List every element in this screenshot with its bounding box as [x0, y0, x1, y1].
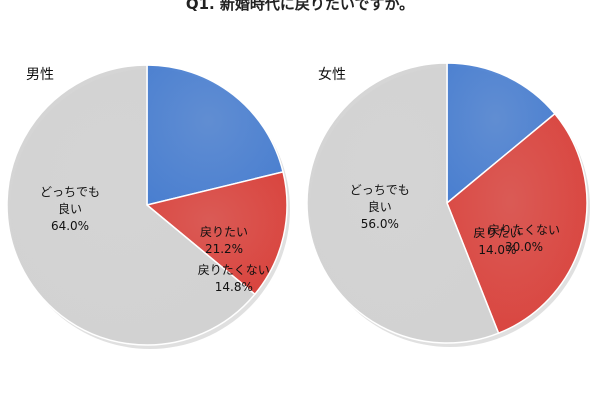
male-slice-either-label: どっちでも [40, 185, 100, 199]
female-slice-either-label: どっちでも [350, 183, 410, 197]
male-pie-slice-back [146, 64, 284, 206]
male-slice-back-label: 戻りたい [200, 225, 248, 239]
chart-title: Q1. 新婚時代に戻りたいですか。 [185, 0, 415, 13]
female-pie-slice-either [306, 62, 500, 344]
female-slice-either-value: 56.0% [361, 217, 399, 231]
female-slice-either-label: 良い [368, 199, 392, 214]
female-slice-not-back-label: 戻りたくない [488, 223, 560, 237]
female-slice-back-label: 戻りたい [473, 226, 521, 240]
male-pie-slice-either [6, 64, 256, 346]
male-slice-not-back-label: 戻りたくない [198, 263, 270, 277]
male-slice-either-label: 良い [58, 201, 82, 216]
female-slice-not-back-value: 30.0% [505, 240, 543, 254]
male-slice-either-value: 64.0% [51, 219, 89, 233]
female-pie-slice-back [446, 62, 556, 205]
male-chart-label: 男性 [26, 67, 54, 83]
male-pie-slice-not-back [145, 170, 288, 296]
female-chart-label: 女性 [318, 67, 346, 83]
female-slice-back-value: 14.0% [478, 243, 516, 257]
male-slice-back-value: 21.2% [205, 242, 243, 256]
female-pie-slice-not-back [446, 112, 588, 335]
male-slice-not-back-value: 14.8% [215, 280, 253, 294]
